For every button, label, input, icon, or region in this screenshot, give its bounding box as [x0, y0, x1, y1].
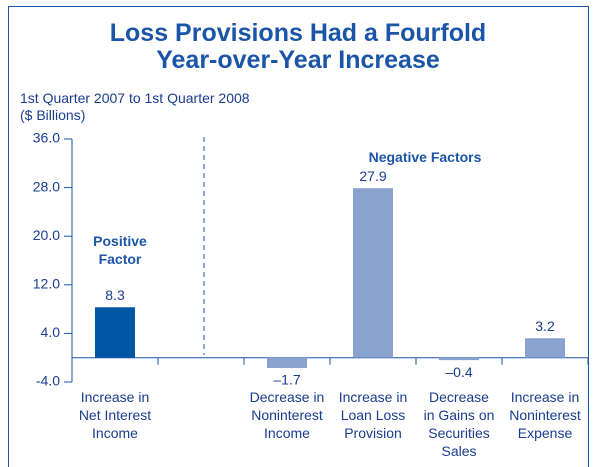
x-tick-label: Increase in Net Interest Income [78, 389, 152, 441]
chart-title: Loss Provisions Had a Fourfold Year-over… [109, 19, 487, 74]
subtitle: 1st Quarter 2007 to 1st Quarter 2008 ($ … [20, 90, 250, 123]
bar [353, 188, 393, 358]
y-tick-label: 28.0 [33, 178, 60, 194]
bar [439, 357, 479, 361]
y-tick-label: 12.0 [33, 276, 60, 292]
annotation: Positive Factor [93, 233, 147, 267]
value-label: –0.4 [445, 364, 472, 380]
bar [95, 307, 135, 358]
annotation: Negative Factors [368, 149, 482, 165]
y-tick-label: -4.0 [36, 373, 60, 389]
y-tick-label: 20.0 [33, 227, 60, 243]
x-tick-label: Increase in Loan Loss Provision [338, 389, 408, 441]
x-tick-label: Decrease in Noninterest Income [249, 389, 325, 441]
y-tick-label: 36.0 [33, 130, 60, 146]
value-label: 8.3 [105, 287, 125, 303]
frame [8, 6, 589, 467]
x-tick-label: Increase in Noninterest Expense [509, 389, 581, 441]
y-tick-label: 4.0 [41, 324, 61, 340]
value-label: 3.2 [535, 318, 555, 334]
value-label: –1.7 [273, 372, 300, 388]
bar [267, 357, 307, 369]
value-label: 27.9 [359, 168, 386, 184]
bar [525, 338, 565, 358]
x-tick-label: Decrease in Gains on Securities Sales [423, 389, 495, 459]
